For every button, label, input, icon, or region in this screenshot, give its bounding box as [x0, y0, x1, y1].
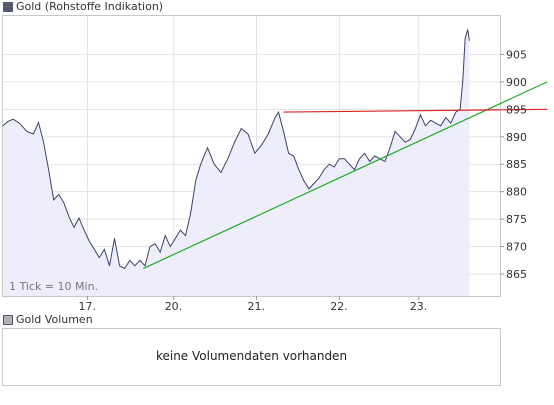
- y-axis: 865 870 875 880 885 890 895 900 905: [500, 48, 527, 281]
- x-tick-label: 17.: [79, 300, 97, 313]
- x-tick-label: 20.: [165, 300, 183, 313]
- volume-legend-label: Gold Volumen: [16, 313, 93, 326]
- y-tick-label: 895: [506, 103, 527, 116]
- price-area: [3, 29, 470, 296]
- no-volume-message: keine Volumendaten vorhanden: [155, 349, 348, 363]
- volume-chart-panel: keine Volumendaten vorhanden: [2, 328, 501, 386]
- x-tick-label: 23.: [410, 300, 428, 313]
- x-tick-label: 22.: [330, 300, 348, 313]
- volume-legend-square: [3, 315, 13, 325]
- y-tick-label: 885: [506, 158, 527, 171]
- price-legend-label: Gold (Rohstoffe Indikation): [16, 0, 164, 13]
- y-tick-label: 905: [506, 48, 527, 61]
- trend-line-green: [143, 81, 548, 270]
- y-tick-label: 870: [506, 241, 527, 254]
- y-tick-label: 875: [506, 213, 527, 226]
- y-tick-label: 890: [506, 131, 527, 144]
- x-axis: 17. 20. 21. 22. 23.: [79, 296, 428, 313]
- x-tick-label: 21.: [248, 300, 266, 313]
- tick-resolution-label: 1 Tick = 10 Min.: [9, 280, 98, 293]
- y-tick-label: 865: [506, 268, 527, 281]
- price-legend-square: [3, 2, 13, 12]
- price-line[interactable]: [2, 29, 470, 270]
- price-chart[interactable]: 865 870 875 880 885 890 895 900 905 17. 20. 21. 22.…: [0, 0, 554, 320]
- y-tick-label: 880: [506, 186, 527, 199]
- y-tick-label: 900: [506, 76, 527, 89]
